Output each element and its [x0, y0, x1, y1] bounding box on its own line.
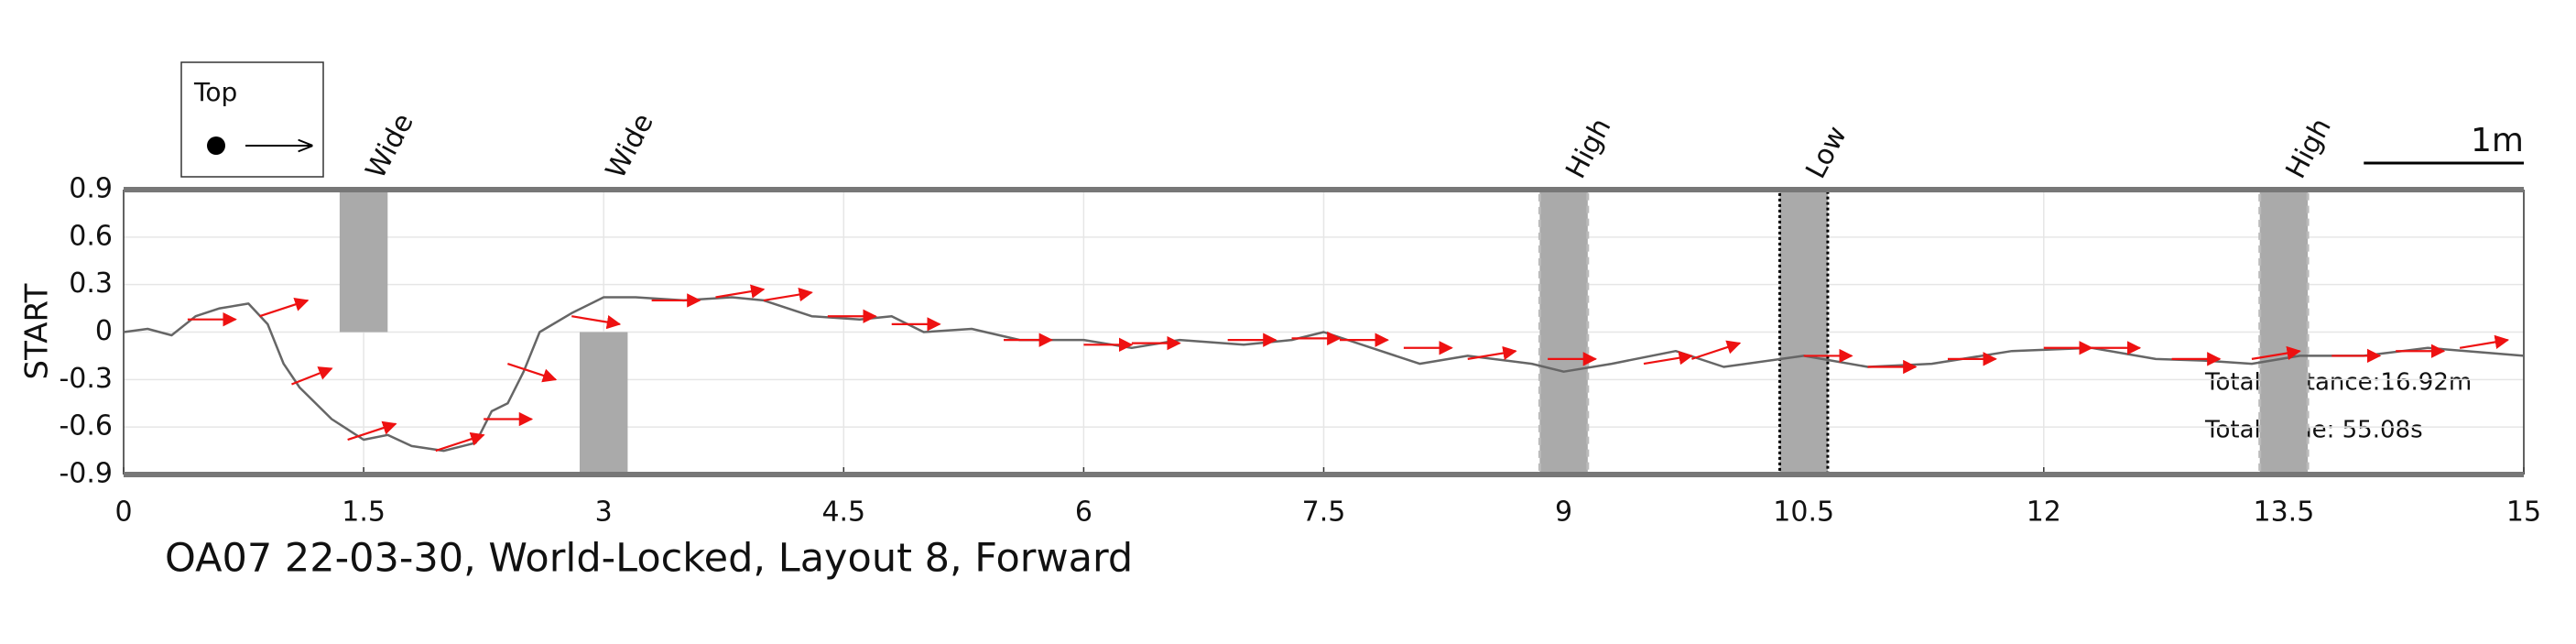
- heading-arrow: [715, 284, 766, 299]
- heading-arrow: [763, 287, 813, 302]
- obstacle-label: Low: [1799, 121, 1853, 184]
- heading-arrow: [2251, 345, 2301, 361]
- chart-title: OA07 22-03-30, World-Locked, Layout 8, F…: [165, 536, 1133, 582]
- heading-arrow: [347, 420, 397, 442]
- heading-arrow: [571, 315, 622, 330]
- obstacle-label: Wide: [600, 108, 660, 184]
- heading-arrow: [291, 366, 333, 386]
- x-tick-label: 12: [2027, 497, 2061, 529]
- obstacle: [339, 190, 388, 333]
- heading-arrow: [1643, 351, 1693, 366]
- obstacle: [1538, 188, 1590, 476]
- y-tick-label: -0.9: [59, 458, 113, 490]
- legend-label: Top: [193, 77, 237, 107]
- x-tick-label: 10.5: [1773, 497, 1834, 529]
- legend-box: [180, 61, 324, 178]
- legend-dot: [207, 136, 225, 155]
- scale-bar-label: 1m: [2471, 122, 2524, 159]
- annotation: Total Time: 55.08s: [2204, 417, 2423, 444]
- x-tick-label: 3: [595, 497, 613, 529]
- x-tick-label: 6: [1075, 497, 1092, 529]
- heading-arrow: [1691, 340, 1742, 360]
- obstacle-label: Wide: [360, 108, 420, 184]
- y-tick-label: 0.3: [69, 267, 113, 300]
- obstacle: [579, 332, 628, 475]
- x-tick-label: 15: [2506, 497, 2541, 529]
- x-tick-label: 4.5: [821, 497, 865, 529]
- heading-arrow: [2459, 334, 2510, 349]
- obstacle-label: High: [1560, 113, 1617, 183]
- y-axis-label: START: [19, 283, 56, 379]
- y-tick-label: 0: [95, 315, 113, 347]
- annotation: Total Distance:16.92m: [2204, 369, 2472, 397]
- obstacle: [1777, 188, 1830, 476]
- y-tick-label: -0.3: [59, 363, 113, 395]
- heading-arrow: [1467, 345, 1517, 361]
- y-tick-label: 0.9: [69, 173, 113, 205]
- x-tick-label: 1.5: [342, 497, 386, 529]
- heading-arrow: [259, 297, 310, 318]
- x-tick-label: 13.5: [2254, 497, 2315, 529]
- x-tick-label: 9: [1555, 497, 1572, 529]
- y-tick-label: -0.6: [59, 410, 113, 442]
- obstacle: [2258, 188, 2310, 476]
- y-tick-label: 0.6: [69, 220, 113, 252]
- legend: Top: [180, 61, 324, 178]
- x-tick-label: 7.5: [1302, 497, 1346, 529]
- heading-arrow: [435, 431, 485, 453]
- heading-arrow: [507, 363, 558, 383]
- x-tick-label: 0: [114, 497, 132, 529]
- obstacle-label: High: [2280, 113, 2338, 183]
